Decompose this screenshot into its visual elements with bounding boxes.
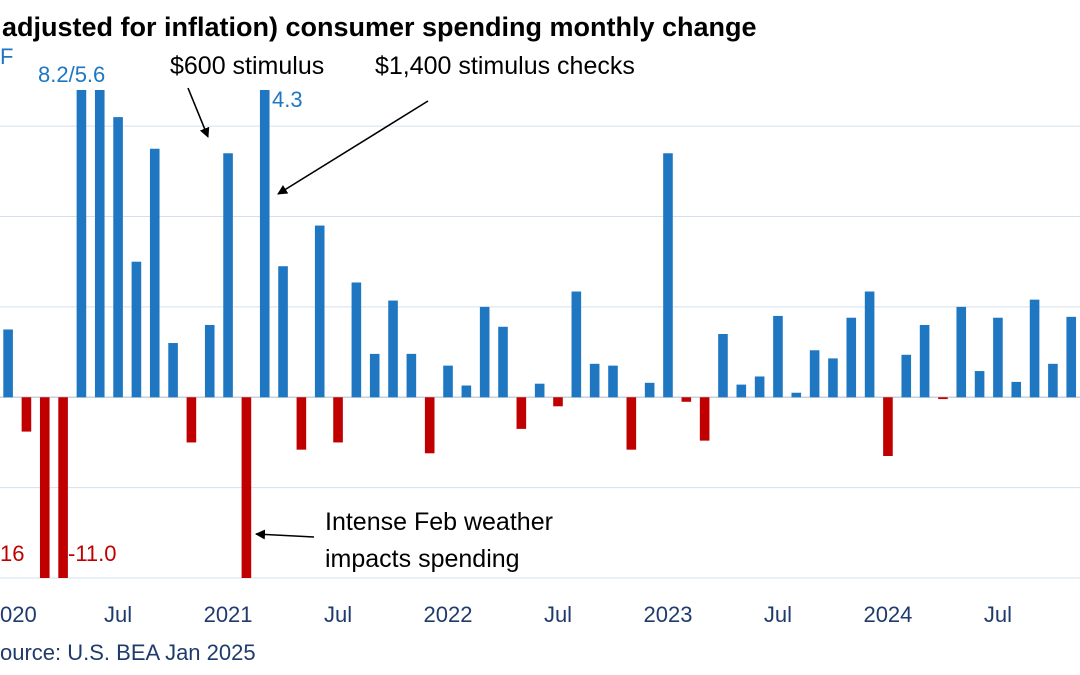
- bar: [699, 397, 710, 441]
- bars: [3, 90, 1077, 578]
- source-note: ource: U.S. BEA Jan 2025: [0, 640, 256, 665]
- bar: [791, 392, 802, 398]
- annotation-weather-line2: impacts spending: [325, 545, 520, 573]
- gridlines: [0, 125, 1080, 579]
- bar: [864, 291, 875, 398]
- bar: [498, 326, 508, 398]
- bar: [663, 153, 673, 398]
- bar: [3, 329, 13, 398]
- bar: [443, 365, 453, 398]
- bar: [1066, 316, 1077, 398]
- bar: [534, 383, 545, 398]
- bar: [1029, 299, 1040, 398]
- bar: [754, 376, 765, 398]
- data-label: 16: [0, 541, 24, 566]
- x-tick-label: Jul: [324, 602, 352, 627]
- data-labels: 8.2/5.6 4.3 16 -11.0: [0, 62, 303, 566]
- chart-title: adjusted for inflation) consumer spendin…: [2, 12, 757, 42]
- x-tick-label: Jul: [984, 602, 1012, 627]
- bar: [846, 317, 857, 398]
- bar: [406, 353, 417, 398]
- bar: [278, 266, 288, 398]
- bar: [608, 365, 618, 398]
- bar: [516, 397, 527, 429]
- bar: [113, 117, 123, 398]
- x-tick-label: 2024: [863, 602, 912, 627]
- bar: [901, 354, 912, 398]
- bar: [333, 397, 343, 443]
- bar: [718, 334, 728, 398]
- bar: [479, 306, 490, 398]
- bar: [369, 353, 380, 398]
- x-tick-label: Jul: [104, 602, 132, 627]
- x-tick-label: 2021: [204, 602, 253, 627]
- bar: [241, 397, 252, 578]
- x-tick-label: 2023: [644, 602, 693, 627]
- bar: [993, 317, 1003, 398]
- annotation-1400-stimulus: $1,400 stimulus checks: [375, 52, 635, 80]
- bar: [938, 397, 948, 400]
- bar: [204, 324, 215, 398]
- bar: [94, 90, 105, 398]
- bar: [681, 397, 692, 402]
- data-label: -11.0: [68, 541, 117, 566]
- bar: [828, 358, 838, 398]
- x-tick-label: 020: [0, 602, 37, 627]
- title-fragment: F: [0, 44, 13, 69]
- bar: [21, 397, 32, 432]
- annotation-weather-line1: Intense Feb weather: [325, 508, 553, 536]
- bar: [223, 153, 233, 398]
- x-tick-label: 2022: [424, 602, 473, 627]
- bar: [644, 382, 655, 398]
- x-axis-ticks: 020Jul2021Jul2022Jul2023Jul2024Jul2: [0, 602, 1012, 627]
- bar: [736, 384, 747, 398]
- bar: [351, 282, 362, 398]
- bar: [168, 343, 178, 398]
- bar: [461, 385, 472, 398]
- bar: [76, 90, 87, 398]
- bar: [388, 300, 398, 398]
- bar: [956, 306, 967, 398]
- bar: [314, 225, 325, 398]
- annotation-1400-arrow: [277, 100, 429, 195]
- bar: [58, 397, 68, 578]
- bar: [149, 148, 160, 398]
- data-label: 8.2/5.6: [38, 62, 105, 87]
- annotation-600-arrow: [187, 87, 210, 138]
- bar: [1011, 381, 1022, 398]
- bar: [186, 397, 197, 443]
- x-tick-label: Jul: [544, 602, 572, 627]
- bar: [131, 261, 142, 398]
- bar: [39, 397, 50, 578]
- bar: [296, 397, 307, 450]
- bar: [1048, 363, 1058, 398]
- bar: [974, 371, 985, 398]
- bar: [883, 397, 893, 456]
- annotation-600-stimulus: $600 stimulus: [170, 52, 324, 80]
- annotation-weather-arrow: [255, 529, 315, 540]
- bar: [553, 397, 563, 407]
- x-tick-label: Jul: [764, 602, 792, 627]
- bar: [626, 397, 637, 450]
- bar: [589, 363, 600, 398]
- data-label: 4.3: [272, 87, 303, 112]
- bar: [809, 350, 820, 398]
- bar: [919, 324, 930, 398]
- bar: [424, 397, 435, 454]
- bar: [571, 291, 582, 398]
- bar: [773, 315, 783, 398]
- bar: [259, 90, 270, 398]
- annotations: $600 stimulus $1,400 stimulus checks Int…: [170, 52, 635, 573]
